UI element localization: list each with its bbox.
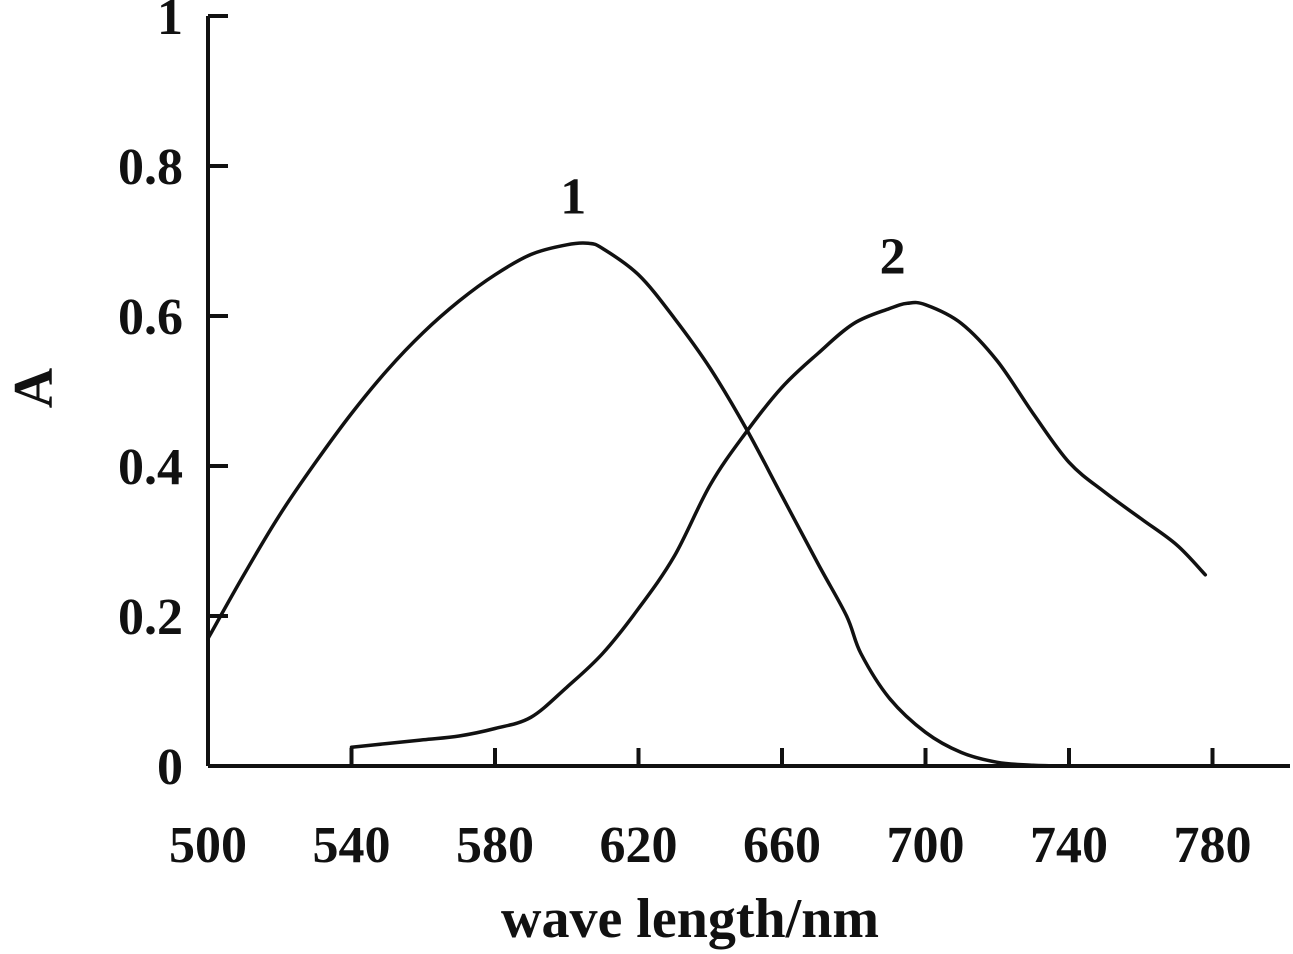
x-tick-label: 700 xyxy=(887,817,965,874)
y-tick-label: 1 xyxy=(157,0,183,46)
series-1-line xyxy=(206,241,1071,768)
y-axis-title: A xyxy=(3,367,65,408)
x-tick-label: 620 xyxy=(600,817,678,874)
series-2-label: 2 xyxy=(880,228,906,285)
series-2-line xyxy=(349,300,1208,750)
y-tick-label: 0.6 xyxy=(118,289,183,346)
series-1-label: 1 xyxy=(560,168,586,225)
x-axis-title: wave length/nm xyxy=(501,888,879,950)
y-tick-label: 0.4 xyxy=(118,439,183,496)
x-tick-label: 500 xyxy=(169,817,247,874)
x-tick-label: 580 xyxy=(456,817,534,874)
labels: 500 540 580 620 660 700 740 780 0 0.2 0.4 0.6 0.8 1 1 2 xyxy=(118,0,1252,874)
x-tick-label: 660 xyxy=(743,817,821,874)
x-tick-label: 540 xyxy=(313,817,391,874)
ticks xyxy=(208,14,1215,766)
y-tick-label: 0 xyxy=(157,739,183,796)
y-tick-label: 0.2 xyxy=(118,589,183,646)
axes xyxy=(206,16,1290,768)
x-tick-label: 740 xyxy=(1030,817,1108,874)
x-tick-label: 780 xyxy=(1174,817,1252,874)
y-tick-label: 0.8 xyxy=(118,139,183,196)
curves xyxy=(206,241,1208,768)
